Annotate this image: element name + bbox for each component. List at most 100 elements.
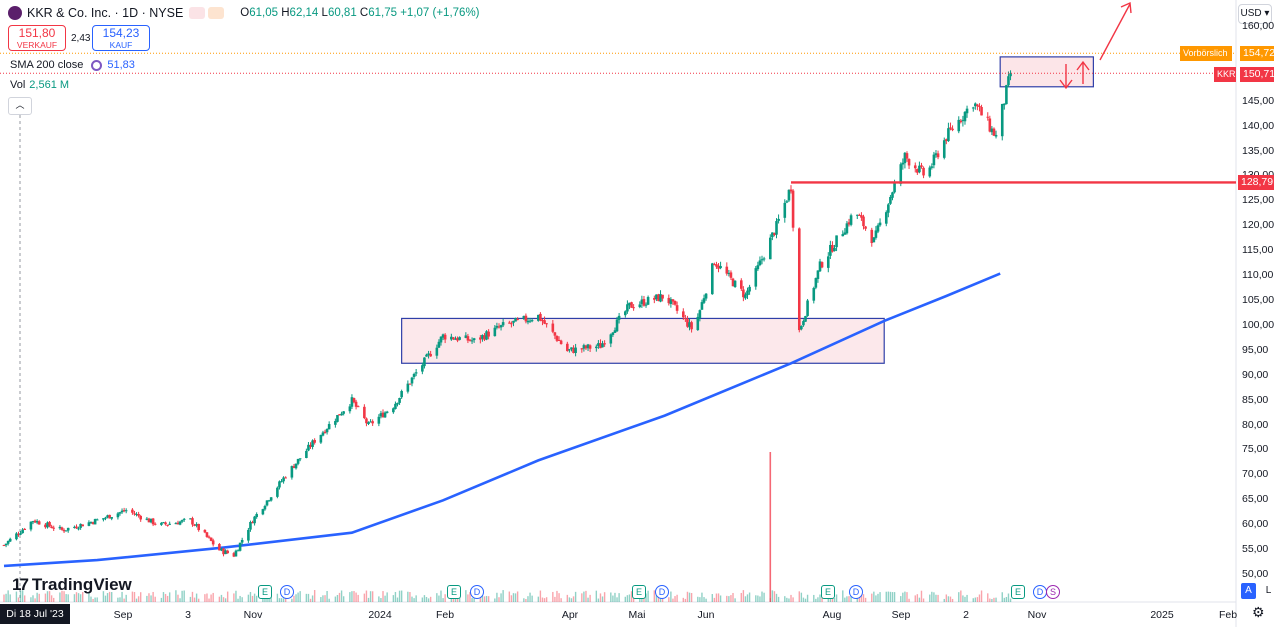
volume-bar bbox=[732, 592, 734, 602]
volume-bar bbox=[166, 595, 169, 602]
volume-bar bbox=[444, 594, 446, 602]
volume-bar bbox=[24, 595, 26, 602]
volume-bar bbox=[798, 591, 800, 602]
candle-body bbox=[986, 116, 990, 118]
volume-bar bbox=[218, 596, 221, 602]
dividend-event-icon[interactable]: D bbox=[470, 585, 484, 599]
dividend-event-icon[interactable]: D bbox=[280, 585, 294, 599]
volume-bar bbox=[429, 596, 432, 602]
volume-bar bbox=[821, 597, 823, 602]
candle-body bbox=[777, 218, 780, 221]
volume-bar bbox=[844, 597, 846, 602]
candle-body bbox=[667, 297, 671, 304]
candle-body bbox=[613, 330, 617, 333]
company-logo-icon bbox=[8, 6, 22, 20]
currency-selector[interactable]: USD ▾ bbox=[1238, 4, 1272, 24]
candle-body bbox=[429, 353, 432, 357]
volume-bar bbox=[726, 595, 728, 602]
collapse-legend-button[interactable]: ︿ bbox=[8, 97, 32, 115]
volume-bar bbox=[595, 590, 598, 602]
candle-body bbox=[704, 293, 708, 299]
candle-body bbox=[628, 302, 631, 306]
volume-bar bbox=[44, 593, 47, 602]
split-event-icon[interactable]: S bbox=[1046, 585, 1060, 599]
volume-bar bbox=[291, 598, 293, 602]
earnings-event-icon[interactable]: E bbox=[821, 585, 835, 599]
candle-body bbox=[108, 514, 111, 519]
dividend-event-icon[interactable]: D bbox=[1033, 585, 1047, 599]
earnings-event-icon[interactable]: E bbox=[258, 585, 272, 599]
earnings-event-icon[interactable]: E bbox=[1011, 585, 1025, 599]
volume-bar bbox=[247, 594, 250, 602]
candle-body bbox=[580, 348, 584, 350]
candle-body bbox=[843, 232, 847, 235]
sma-legend[interactable]: SMA 200 close 51,83 bbox=[10, 59, 135, 71]
candle-body bbox=[249, 521, 252, 530]
volume-bar bbox=[197, 598, 200, 602]
candle-body bbox=[166, 524, 169, 526]
buy-button[interactable]: 154,23 KAUF bbox=[92, 25, 150, 51]
candle-body bbox=[864, 226, 867, 229]
candle-body bbox=[971, 107, 975, 109]
volume-bar bbox=[411, 596, 413, 602]
volume-bar bbox=[409, 592, 411, 602]
time-axis-label: 2024 bbox=[368, 609, 392, 621]
candle-body bbox=[717, 265, 720, 269]
candle-body bbox=[479, 337, 482, 340]
candle-body bbox=[238, 542, 242, 551]
dividend-event-icon[interactable]: D bbox=[655, 585, 669, 599]
candle-body bbox=[487, 331, 490, 337]
volume-bar bbox=[510, 595, 513, 602]
sell-button[interactable]: 151,80 VERKAUF bbox=[8, 25, 66, 51]
tradingview-logo[interactable]: 17 TradingView bbox=[12, 575, 132, 594]
candle-body bbox=[818, 261, 822, 272]
candle-body bbox=[555, 335, 559, 341]
volume-bar bbox=[485, 595, 488, 602]
volume-bar bbox=[775, 593, 778, 602]
volume-bar bbox=[193, 597, 196, 602]
volume-bar bbox=[647, 590, 649, 602]
volume-bar bbox=[46, 591, 49, 602]
dividend-event-icon[interactable]: D bbox=[849, 585, 863, 599]
volume-bar bbox=[125, 594, 127, 602]
candle-body bbox=[294, 463, 298, 469]
candle-body bbox=[545, 323, 548, 325]
spread-value: 2,43 bbox=[71, 33, 91, 44]
candle-body bbox=[812, 288, 816, 301]
auto-scale-button[interactable]: A bbox=[1241, 583, 1256, 599]
symbol-title[interactable]: KKR & Co. Inc. · 1D · NYSE bbox=[27, 6, 184, 20]
prepost-value-tag: 154,72 bbox=[1240, 46, 1275, 61]
volume-bar bbox=[494, 598, 496, 602]
candle-body bbox=[568, 349, 571, 351]
volume-bar bbox=[342, 596, 345, 602]
candle-body bbox=[700, 302, 704, 310]
log-scale-button[interactable]: L bbox=[1265, 585, 1272, 596]
price-axis-label: 75,00 bbox=[1242, 443, 1269, 456]
volume-bar bbox=[50, 595, 53, 602]
earnings-event-icon[interactable]: E bbox=[632, 585, 646, 599]
candle-body bbox=[499, 325, 503, 328]
gear-icon[interactable]: ⚙ bbox=[1252, 604, 1265, 620]
volume-bar bbox=[392, 595, 395, 602]
volume-bar bbox=[831, 598, 834, 602]
volume-bar bbox=[817, 597, 819, 602]
volume-bar bbox=[991, 598, 993, 602]
volume-bar bbox=[135, 598, 138, 602]
sma-value: 51,83 bbox=[107, 59, 135, 71]
volume-legend[interactable]: Vol 2,561 M bbox=[10, 79, 69, 91]
volume-bar bbox=[7, 590, 9, 602]
volume-bar bbox=[427, 598, 430, 602]
candle-body bbox=[729, 272, 733, 278]
alert-badge-icon[interactable] bbox=[189, 7, 206, 19]
earnings-event-icon[interactable]: E bbox=[447, 585, 461, 599]
volume-bar bbox=[108, 591, 111, 602]
candle-body bbox=[713, 264, 716, 266]
candle-body bbox=[916, 169, 919, 173]
candle-body bbox=[423, 357, 426, 367]
wave-badge-icon[interactable] bbox=[208, 7, 225, 19]
candle-body bbox=[516, 319, 519, 321]
recent-zone bbox=[999, 56, 1094, 88]
candle-body bbox=[147, 518, 151, 523]
candle-body bbox=[733, 280, 737, 288]
